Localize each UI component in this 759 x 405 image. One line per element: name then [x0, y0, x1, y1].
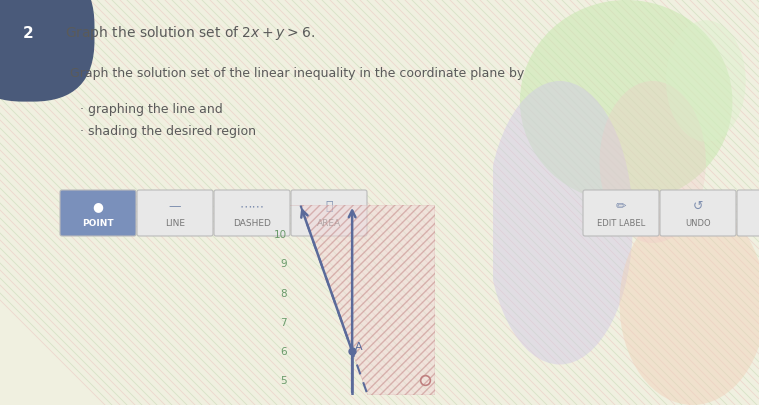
Text: UNDO: UNDO	[685, 219, 711, 228]
Text: ↺: ↺	[693, 200, 704, 213]
Text: —: —	[168, 200, 181, 213]
FancyBboxPatch shape	[291, 190, 367, 236]
Text: ⦻: ⦻	[326, 200, 332, 213]
Text: AREA: AREA	[317, 219, 341, 228]
Text: LINE: LINE	[165, 219, 185, 228]
Text: ●: ●	[93, 200, 103, 213]
Text: 2: 2	[23, 26, 33, 40]
FancyBboxPatch shape	[137, 190, 213, 236]
Text: EDIT LABEL: EDIT LABEL	[597, 219, 645, 228]
FancyBboxPatch shape	[214, 190, 290, 236]
Ellipse shape	[666, 20, 745, 142]
Text: A: A	[354, 342, 362, 352]
Ellipse shape	[520, 0, 732, 202]
Text: Graph the solution set of $2x + y > 6$.: Graph the solution set of $2x + y > 6$.	[65, 24, 315, 42]
Text: ✏: ✏	[616, 200, 626, 213]
FancyBboxPatch shape	[583, 190, 659, 236]
Text: ⋯⋯: ⋯⋯	[240, 200, 264, 213]
Text: · shading the desired region: · shading the desired region	[80, 126, 256, 139]
Ellipse shape	[600, 81, 706, 243]
FancyBboxPatch shape	[660, 190, 736, 236]
Text: Graph the solution set of the linear inequality in the coordinate plane by: Graph the solution set of the linear ine…	[70, 66, 524, 79]
Text: DASHED: DASHED	[233, 219, 271, 228]
Ellipse shape	[487, 81, 633, 364]
FancyBboxPatch shape	[737, 190, 759, 236]
FancyBboxPatch shape	[60, 190, 136, 236]
Text: POINT: POINT	[82, 219, 114, 228]
Ellipse shape	[619, 202, 759, 405]
Text: · graphing the line and: · graphing the line and	[80, 104, 222, 117]
